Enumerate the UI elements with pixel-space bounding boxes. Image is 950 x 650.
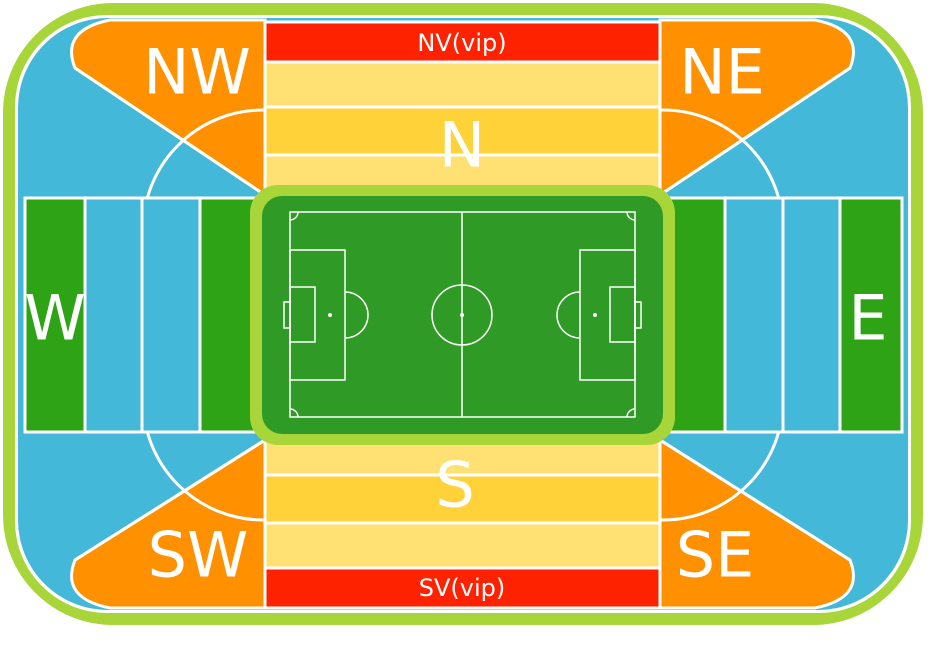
section-sv-vip[interactable] [263, 566, 662, 610]
label-w[interactable]: W [24, 282, 85, 355]
pitch-markings [283, 211, 642, 418]
label-nw[interactable]: NW [143, 36, 251, 109]
label-n[interactable]: N [439, 109, 485, 182]
label-sw[interactable]: SW [148, 519, 249, 592]
north-stand-lower [263, 153, 662, 192]
label-ne[interactable]: NE [679, 36, 765, 109]
label-s[interactable]: S [435, 449, 474, 522]
label-nv-vip[interactable]: NV(vip) [417, 29, 506, 57]
label-se[interactable]: SE [676, 519, 755, 592]
south-stand-lower [263, 521, 662, 570]
section-nw[interactable] [70, 18, 267, 198]
section-ne[interactable] [658, 18, 855, 198]
section-e[interactable] [661, 196, 904, 434]
label-sv-vip[interactable]: SV(vip) [419, 574, 505, 602]
section-se[interactable] [658, 437, 855, 610]
section-nv-vip[interactable] [263, 20, 662, 64]
north-stand-upper [263, 60, 662, 109]
label-e[interactable]: E [848, 282, 887, 355]
section-sw[interactable] [70, 437, 267, 610]
